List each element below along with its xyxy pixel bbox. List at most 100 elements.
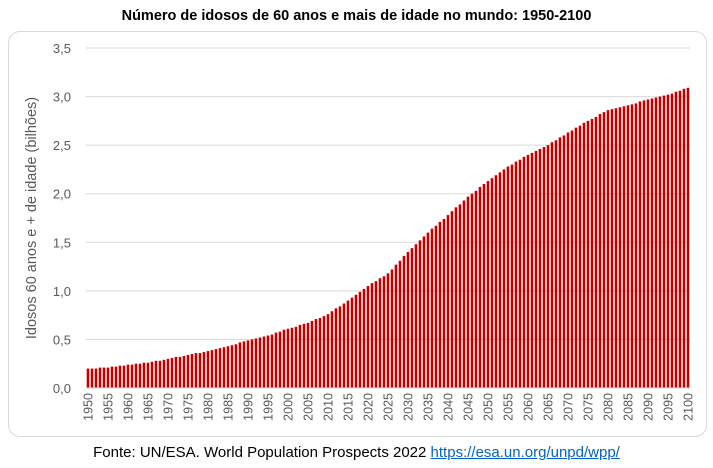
bar [310,320,314,388]
bar [130,364,134,388]
bar [482,184,486,388]
bar [450,211,454,388]
x-tick-label: 1970 [162,393,176,421]
bar [402,255,406,388]
bar [354,294,358,388]
bar [514,161,518,388]
chart-title: Número de idosos de 60 anos e mais de id… [121,8,592,24]
bar [582,122,586,389]
bar [350,297,354,388]
bar [534,150,538,388]
x-tick-label: 2065 [542,393,556,421]
bar [602,112,606,388]
x-tick-label: 2015 [342,393,356,421]
bar [486,181,490,388]
bar [494,175,498,388]
bar [414,244,418,388]
chart-frame [8,31,707,437]
bar [122,365,126,388]
bar [126,364,130,388]
bar [578,125,582,388]
bar [190,354,194,388]
bar [394,264,398,388]
bar [526,154,530,388]
bar [334,308,338,388]
bar [558,137,562,388]
bar [158,360,162,388]
bar [222,347,226,388]
x-tick-label: 2050 [482,393,496,421]
bar [86,368,90,388]
bar [118,365,122,388]
bar [282,329,286,388]
bar [290,327,294,388]
bar [214,349,218,388]
x-tick-label: 1955 [102,393,116,421]
x-tick-label: 2070 [562,393,576,421]
bar [674,91,678,388]
bar [382,276,386,388]
bar [610,109,614,388]
bar [646,99,650,388]
bar [302,323,306,388]
x-tick-label: 2055 [502,393,516,421]
bar [426,232,430,388]
bar [242,341,246,388]
bar [114,366,118,388]
bar [194,353,198,388]
x-tick-label: 2040 [442,393,456,421]
bar [170,357,174,388]
x-tick-label: 1995 [262,393,276,421]
y-tick-label: 0,0 [53,381,71,396]
bar [254,338,258,388]
bar [286,328,290,388]
bar [250,339,254,388]
y-axis-label: Idosos 60 anos e + de idade (bilhões) [24,97,40,339]
bar [590,118,594,389]
bar [370,283,374,388]
bar [154,360,158,388]
bar [106,367,110,388]
bar [634,103,638,388]
source-link[interactable]: https://esa.un.org/unpd/wpp/ [430,444,620,461]
bar [422,236,426,388]
bar [306,322,310,388]
bar [438,221,442,388]
bar [434,225,438,388]
x-tick-label: 1980 [202,393,216,421]
bar [562,135,566,388]
bar [454,207,458,388]
bar [498,172,502,388]
y-tick-label: 1,5 [53,235,71,250]
bar [522,156,526,388]
bar [134,363,138,388]
bar [666,94,670,388]
bar [502,169,506,388]
bar [398,260,402,388]
bar [490,178,494,388]
bar [102,367,106,388]
bar [550,142,554,388]
bar [386,273,390,388]
bar [546,145,550,388]
x-tick-label: 2010 [322,393,336,421]
bar [574,127,578,389]
y-tick-label: 2,0 [53,187,71,202]
bar [166,358,170,388]
x-tick-label: 2000 [282,393,296,421]
bar [146,362,150,388]
bar [606,110,610,389]
bar [202,352,206,388]
source-text: Fonte: UN/ESA. World Population Prospect… [93,444,431,461]
bar [342,303,346,388]
y-tick-label: 2,5 [53,138,71,153]
bar [94,368,98,388]
bar [430,228,434,388]
x-tick-label: 1990 [242,393,256,421]
bar [98,367,102,388]
bar [538,149,542,388]
bar [518,159,522,388]
x-tick-label: 2060 [522,393,536,421]
